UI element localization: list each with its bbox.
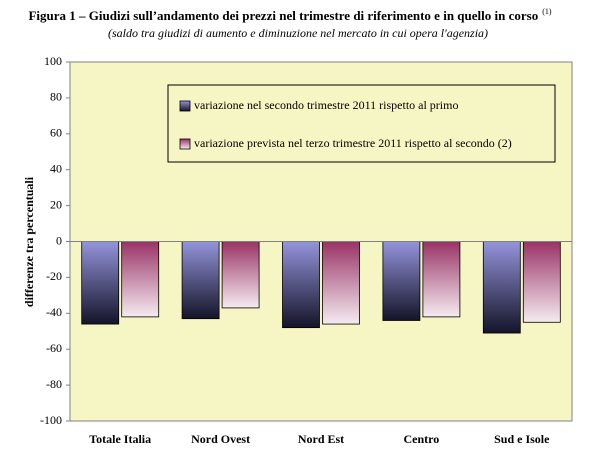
bar [322, 241, 360, 325]
title-text: Figura 1 – Giudizi sull’andamento dei pr… [28, 8, 538, 23]
legend-label: variazione nel secondo trimestre 2011 ri… [194, 98, 458, 112]
legend-box [167, 84, 556, 163]
bar [382, 241, 421, 321]
y-tick-label: -100 [40, 413, 62, 427]
legend-swatch [179, 100, 191, 112]
y-tick-label: 20 [50, 197, 62, 211]
x-tick-label: Nord Ovest [191, 432, 250, 446]
y-tick-label: -20 [46, 269, 62, 283]
y-tick-label: 0 [56, 233, 62, 247]
y-tick-label: -60 [46, 341, 62, 355]
y-tick-label: 80 [50, 90, 62, 104]
x-tick-label: Sud e Isole [494, 432, 550, 446]
legend-label: variazione prevista nel terzo trimestre … [194, 136, 512, 150]
y-tick-label: 100 [44, 54, 62, 68]
chart-title: Figura 1 – Giudizi sull’andamento dei pr… [28, 7, 551, 23]
y-tick-label: 40 [50, 161, 62, 175]
y-tick-label: -80 [46, 377, 62, 391]
bar [121, 241, 160, 318]
x-tick-label: Centro [404, 432, 440, 446]
bar [282, 241, 320, 329]
bar [81, 241, 120, 325]
y-axis-label: differenze tra percentuali [22, 176, 36, 307]
x-tick-label: Totale Italia [89, 432, 151, 446]
y-tick-label: 60 [50, 126, 62, 140]
bar [221, 241, 260, 309]
bar [522, 241, 561, 323]
bar [482, 241, 521, 334]
title-note: (1) [542, 7, 552, 16]
x-tick-label: Nord Est [298, 432, 344, 446]
chart-subtitle: (saldo tra giudizi di aumento e diminuzi… [108, 26, 488, 40]
bar [422, 241, 461, 318]
legend-swatch [179, 138, 191, 150]
y-tick-label: -40 [46, 305, 62, 319]
bar [181, 241, 220, 320]
